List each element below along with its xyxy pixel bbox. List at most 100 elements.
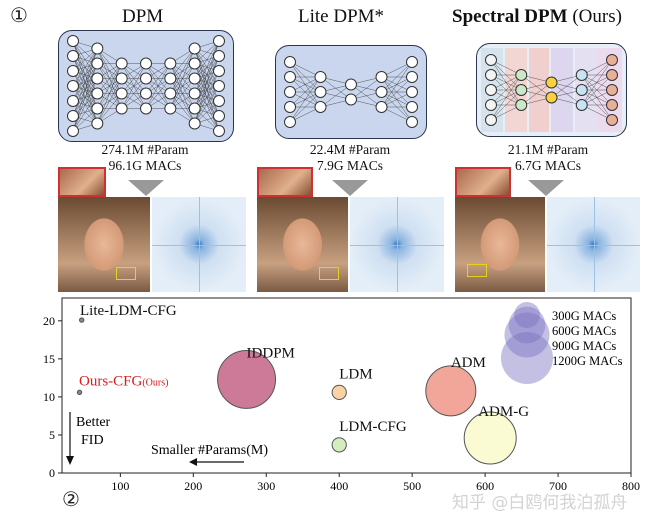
size-legend-bubble — [504, 312, 550, 358]
neuron — [213, 95, 225, 107]
connection — [490, 74, 522, 106]
neuron — [188, 72, 201, 85]
better-fid-label: FID — [81, 433, 104, 448]
smaller-params-arrowhead — [189, 458, 197, 466]
connection — [121, 63, 147, 109]
better-fid-label: Better — [76, 415, 111, 430]
neuron — [67, 110, 79, 122]
neuron — [314, 101, 327, 113]
dpm-face-sample — [58, 197, 150, 292]
neuron — [515, 69, 528, 81]
neuron — [485, 54, 497, 66]
point-label: LDM-CFG — [339, 419, 407, 435]
connection — [97, 63, 122, 94]
spectral-dpm-title: Spectral DPM (Ours) — [452, 6, 622, 28]
neuron — [188, 57, 201, 70]
spectral-dpm-zoom-crop — [455, 167, 511, 197]
x-tick-label: 600 — [476, 479, 494, 493]
connection — [289, 76, 321, 123]
lite-dpm-stats: 22.4M #Param 7.9G MACs — [300, 142, 400, 174]
neuron — [545, 76, 558, 89]
neuron — [140, 72, 152, 85]
neuron — [164, 87, 177, 100]
neuron — [314, 71, 327, 83]
neuron — [213, 110, 225, 122]
neuron — [91, 57, 104, 70]
neuron — [213, 65, 225, 77]
neuron — [67, 80, 79, 92]
x-tick-label: 500 — [403, 479, 421, 493]
dpm-stats: 274.1M #Param 96.1G MACs — [95, 142, 195, 174]
neuron — [375, 101, 388, 113]
point-label: Ours-CFG(Ours) — [79, 373, 168, 389]
point-label: LDM — [339, 366, 372, 382]
connection — [381, 61, 413, 108]
connection — [194, 85, 220, 124]
neuron — [213, 80, 225, 92]
connection — [170, 78, 195, 109]
spectral-dpm-network-diagram — [481, 48, 622, 132]
neuron — [164, 57, 177, 70]
spectral-dpm-params: 21.1M #Param — [507, 142, 589, 157]
neuron — [485, 84, 497, 96]
neuron — [606, 54, 618, 66]
dpm-title: DPM — [122, 6, 164, 27]
connection — [521, 82, 552, 106]
neuron — [67, 50, 79, 62]
neuron — [67, 65, 79, 77]
better-fid-arrowhead — [66, 456, 74, 465]
connection — [581, 74, 613, 106]
connection — [320, 84, 352, 108]
connection — [145, 63, 171, 109]
connection — [170, 63, 195, 109]
smaller-params-label: Smaller #Params(M) — [151, 443, 268, 458]
neuron — [188, 87, 201, 100]
connection — [289, 76, 321, 108]
neuron — [115, 72, 128, 85]
x-tick-label: 700 — [549, 479, 567, 493]
neuron — [606, 114, 618, 126]
neuron — [164, 102, 177, 115]
neuron — [213, 125, 225, 137]
point-label: IDDPM — [247, 345, 295, 361]
connection — [97, 63, 122, 124]
bubble-ours-cfg — [76, 389, 83, 396]
dpm-frequency-spectrum — [152, 197, 246, 292]
bubble-adm — [425, 365, 477, 417]
neuron — [485, 69, 497, 81]
bubble-adm-g — [463, 411, 517, 465]
connection — [490, 89, 522, 121]
neuron — [284, 56, 296, 68]
x-tick-label: 300 — [257, 479, 275, 493]
neuron — [67, 125, 79, 137]
connection — [97, 78, 122, 124]
y-tick-label: 5 — [49, 428, 55, 442]
neuron — [91, 117, 104, 130]
dpm-network-box — [58, 30, 234, 142]
panel-2-marker: ② — [62, 487, 80, 511]
connection — [551, 74, 582, 98]
connection — [381, 76, 413, 108]
bubble-ldm — [331, 384, 347, 400]
lite-dpm-zoom-crop — [257, 167, 313, 197]
connection — [350, 76, 382, 100]
neuron — [545, 91, 558, 104]
bubble-lite-ldm-cfg — [78, 317, 85, 323]
zoom-region-box — [467, 264, 487, 277]
connection — [381, 61, 413, 93]
y-tick-label: 15 — [43, 352, 55, 366]
dpm-down-arrow-icon — [128, 180, 164, 196]
lite-dpm-title: Lite DPM* — [298, 6, 385, 27]
x-tick-label: 100 — [111, 479, 129, 493]
connection — [121, 63, 147, 94]
neuron — [575, 69, 588, 81]
connection — [170, 48, 195, 94]
spectral-dpm-macs: 6.7G MACs — [514, 158, 581, 173]
connection — [72, 48, 98, 102]
y-tick-label: 0 — [49, 466, 55, 480]
x-tick-label: 200 — [184, 479, 202, 493]
lite-dpm-params: 22.4M #Param — [309, 142, 391, 157]
neuron — [375, 71, 388, 83]
neuron — [575, 99, 588, 111]
fid-vs-params-bubble-chart: 100 200 300 400 500 600 700 800 0 5 10 15 20 Lite-LDM… — [43, 297, 640, 493]
